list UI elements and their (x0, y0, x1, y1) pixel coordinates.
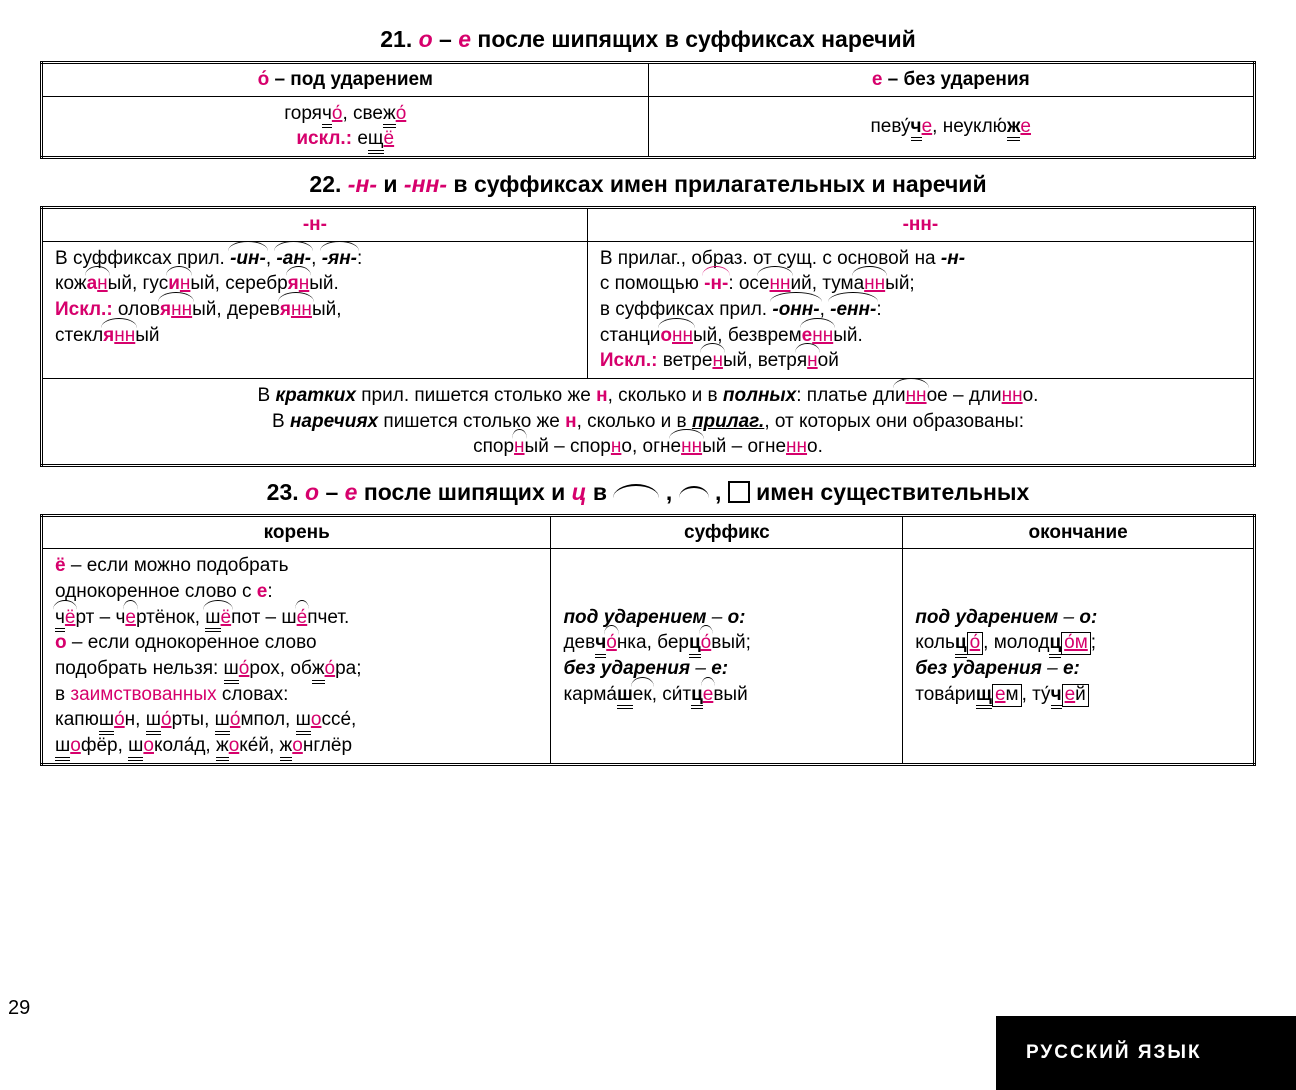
rule-23-table: корень суффикс окончание ё – если можно … (40, 514, 1256, 766)
rule-21-cell-left: горячо́, свежо́ искл.: ещё (42, 96, 649, 157)
ending-square-icon (728, 481, 750, 503)
rule-22-cell-right: В прилаг., образ. от сущ. с основой на -… (587, 241, 1254, 378)
rule-21-table: о́ – под ударением е – без ударения горя… (40, 61, 1256, 159)
rule-22-cell-bottom: В кратких прил. пишется столько же н, ск… (42, 378, 1255, 465)
rule-21-title: 21. о – е после шипящих в суффиксах наре… (40, 24, 1256, 55)
rule-23-cell-ending: под ударением – о: кольцо́, молодцо́м; б… (903, 549, 1255, 764)
rule-23-cell-root: ё – если можно подобрать однокоренное сл… (42, 549, 551, 764)
rule-22-title: 22. -н- и -нн- в суффиксах имен прилагат… (40, 169, 1256, 200)
rule-22-table: -н- -нн- В суффиксах прил. -ин-, -ан-, -… (40, 206, 1256, 467)
rule-23-cell-suffix: под ударением – о: девчо́нка, берцо́вый;… (551, 549, 903, 764)
root-arc-icon (613, 484, 659, 498)
footer-subject-label: РУССКИЙ ЯЗЫК (996, 1016, 1296, 1090)
suffix-arc-icon (679, 486, 709, 498)
rule-21-cell-right: певу́че, неуклю́же (648, 96, 1255, 157)
rule-22-cell-left: В суффиксах прил. -ин-, -ан-, -ян-: кожа… (42, 241, 588, 378)
page-number: 29 (8, 995, 30, 1022)
rule-23-title: 23. о – е после шипящих и ц в , , имен с… (40, 477, 1256, 508)
